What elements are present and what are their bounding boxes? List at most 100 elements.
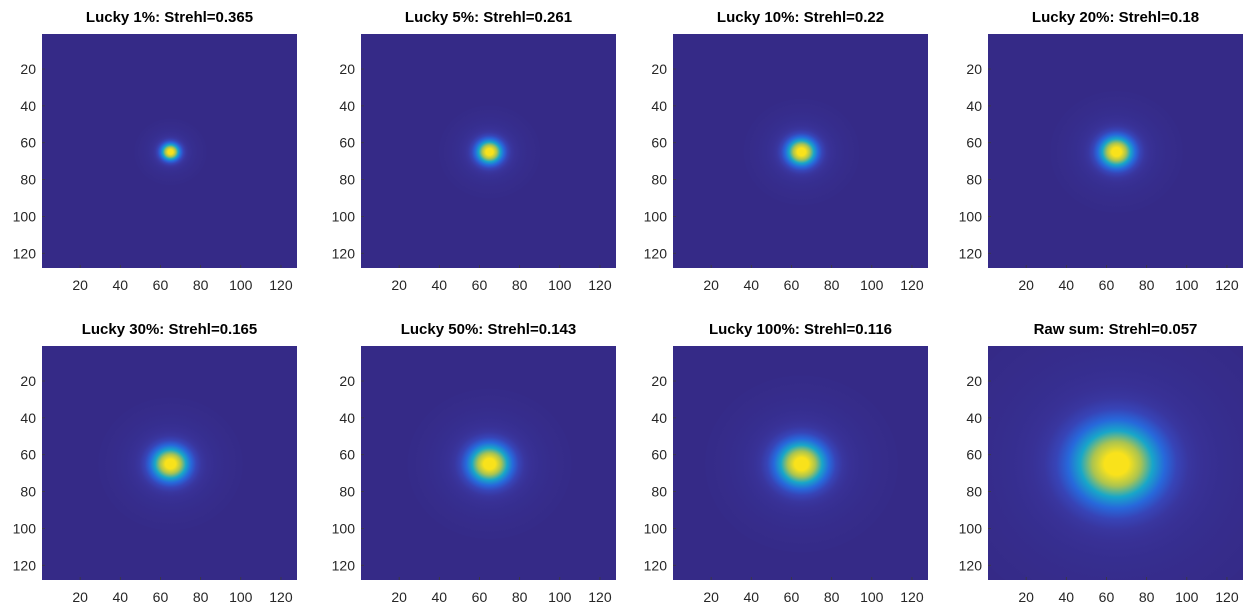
- x-tick-label: 20: [391, 589, 407, 605]
- psf-peak: [988, 346, 1243, 580]
- y-tick-label: 20: [339, 61, 355, 77]
- y-tick-label: 80: [339, 484, 355, 500]
- panel-title: Lucky 10%: Strehl=0.22: [717, 9, 884, 26]
- psf-peak: [743, 98, 860, 205]
- y-tick-label: 80: [651, 172, 667, 188]
- panel-6: Lucky 50%: Strehl=0.143 20 40 60 80 100 120 20 4…: [332, 321, 616, 605]
- y-tick-label: 80: [966, 172, 982, 188]
- panel-title: Lucky 5%: Strehl=0.261: [405, 9, 572, 26]
- x-tick-label: 60: [1099, 589, 1115, 605]
- x-tick-label: 100: [229, 589, 253, 605]
- panel-title: Raw sum: Strehl=0.057: [1034, 321, 1198, 338]
- y-tick-label: 80: [339, 172, 355, 188]
- y-tick-label: 100: [644, 208, 668, 224]
- y-tick-label: 100: [332, 520, 356, 536]
- x-tick-label: 80: [824, 277, 840, 293]
- panel-7: Lucky 100%: Strehl=0.116 20 40 60 80 100 120 20…: [644, 321, 928, 605]
- y-tick-label: 20: [20, 373, 36, 389]
- x-tick-label: 80: [1139, 589, 1155, 605]
- x-tick-label: 80: [193, 589, 209, 605]
- x-tick-label: 60: [472, 277, 488, 293]
- y-tick-label: 100: [13, 520, 37, 536]
- y-tick-label: 80: [20, 172, 36, 188]
- y-tick-label: 120: [644, 245, 668, 261]
- y-tick-label: 100: [959, 520, 983, 536]
- y-tick-label: 120: [13, 557, 37, 573]
- y-tick-label: 60: [966, 447, 982, 463]
- psf-peak: [705, 375, 898, 553]
- x-tick-label: 120: [900, 277, 924, 293]
- y-tick-label: 100: [959, 208, 983, 224]
- panel-3: Lucky 10%: Strehl=0.22 20 40 60 80 100 120 20 40…: [644, 9, 928, 293]
- y-tick-label: 120: [13, 245, 37, 261]
- x-tick-label: 80: [512, 277, 528, 293]
- x-tick-label: 60: [784, 589, 800, 605]
- x-tick-label: 20: [1018, 589, 1034, 605]
- x-tick-label: 100: [1175, 589, 1199, 605]
- y-tick-label: 100: [13, 208, 37, 224]
- y-tick-label: 100: [644, 520, 668, 536]
- y-tick-label: 120: [332, 245, 356, 261]
- y-tick-label: 40: [20, 98, 36, 114]
- x-tick-label: 120: [269, 589, 293, 605]
- panel-2: Lucky 5%: Strehl=0.261 20 40 60 80 100 120 20 40…: [332, 9, 616, 293]
- x-tick-label: 20: [703, 277, 719, 293]
- psf-peak: [407, 388, 572, 540]
- x-tick-label: 100: [229, 277, 253, 293]
- y-tick-label: 60: [651, 447, 667, 463]
- y-tick-label: 80: [966, 484, 982, 500]
- y-tick-label: 20: [20, 61, 36, 77]
- y-tick-label: 40: [651, 98, 667, 114]
- x-tick-label: 60: [784, 277, 800, 293]
- psf-peak: [438, 105, 541, 199]
- x-tick-label: 40: [432, 277, 448, 293]
- x-tick-label: 120: [1215, 589, 1239, 605]
- y-tick-label: 100: [332, 208, 356, 224]
- x-tick-label: 40: [744, 277, 760, 293]
- y-tick-label: 120: [959, 245, 983, 261]
- x-tick-label: 40: [1059, 589, 1075, 605]
- y-tick-label: 80: [20, 484, 36, 500]
- y-tick-label: 60: [20, 447, 36, 463]
- x-tick-label: 80: [824, 589, 840, 605]
- y-tick-label: 20: [966, 373, 982, 389]
- x-tick-label: 20: [391, 277, 407, 293]
- panel-5: Lucky 30%: Strehl=0.165 20 40 60 80 100 120 20 4…: [13, 321, 297, 605]
- panel-1: Lucky 1%: Strehl=0.365 20 40 60 80 100 120 20 40…: [13, 9, 297, 293]
- y-tick-label: 120: [644, 557, 668, 573]
- y-tick-label: 60: [651, 135, 667, 151]
- y-tick-label: 80: [651, 484, 667, 500]
- y-tick-label: 40: [966, 410, 982, 426]
- y-tick-label: 20: [966, 61, 982, 77]
- y-tick-label: 60: [966, 135, 982, 151]
- x-tick-label: 120: [588, 277, 612, 293]
- x-tick-label: 100: [548, 277, 572, 293]
- x-tick-label: 60: [153, 589, 169, 605]
- x-tick-label: 40: [432, 589, 448, 605]
- y-tick-label: 120: [959, 557, 983, 573]
- x-tick-label: 120: [900, 589, 924, 605]
- y-tick-label: 20: [339, 373, 355, 389]
- y-tick-label: 20: [651, 61, 667, 77]
- y-tick-label: 60: [339, 135, 355, 151]
- x-tick-label: 80: [1139, 277, 1155, 293]
- panel-title: Lucky 30%: Strehl=0.165: [82, 321, 258, 338]
- x-tick-label: 20: [1018, 277, 1034, 293]
- x-tick-label: 80: [512, 589, 528, 605]
- x-tick-label: 20: [703, 589, 719, 605]
- y-tick-label: 40: [20, 410, 36, 426]
- panel-title: Lucky 20%: Strehl=0.18: [1032, 9, 1199, 26]
- x-tick-label: 120: [588, 589, 612, 605]
- x-tick-label: 100: [1175, 277, 1199, 293]
- x-tick-label: 40: [113, 589, 129, 605]
- y-tick-label: 40: [651, 410, 667, 426]
- x-tick-label: 60: [153, 277, 169, 293]
- x-tick-label: 80: [193, 277, 209, 293]
- x-tick-label: 120: [269, 277, 293, 293]
- x-tick-label: 100: [860, 589, 884, 605]
- y-tick-label: 40: [966, 98, 982, 114]
- x-tick-label: 40: [744, 589, 760, 605]
- x-tick-label: 120: [1215, 277, 1239, 293]
- panel-title: Lucky 100%: Strehl=0.116: [709, 321, 892, 338]
